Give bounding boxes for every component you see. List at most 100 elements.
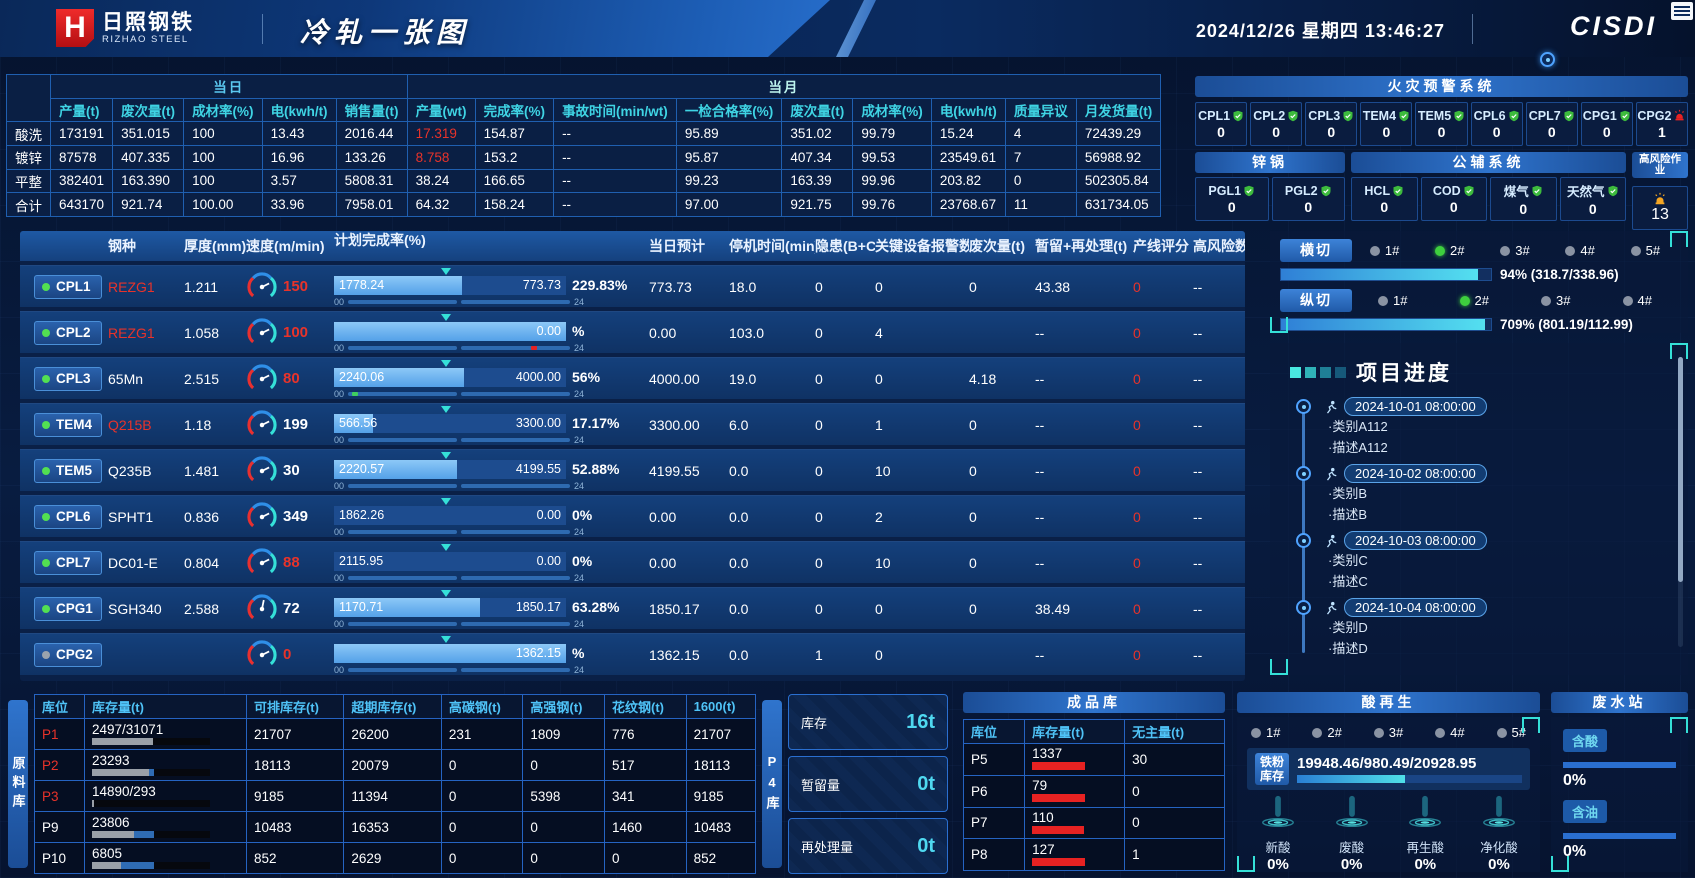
speed-gauge-icon (247, 593, 277, 619)
shield-ok-icon (1564, 110, 1574, 121)
app-header: H 日照钢铁 RIZHAO STEEL 冷轧一张图 2024/12/26 星期四… (0, 0, 1695, 57)
line-badge[interactable]: CPL3 (34, 366, 102, 391)
iron-powder-value: 19948.46/980.49/20928.95 (1297, 755, 1477, 772)
scrollbar[interactable] (1678, 357, 1683, 647)
fire-cell-cpl6: CPL6 0 (1470, 102, 1523, 146)
slit-cut-button[interactable]: 纵切 (1280, 289, 1352, 312)
line-row-cpl1[interactable]: CPL1 REZG1 1.211 150 1778.24 773.73 229.83… (20, 265, 1245, 307)
waste-oil-bar (1563, 833, 1676, 839)
progress-item: 2024-10-04 08:00:00 ·类别D ·描述D (1296, 598, 1674, 659)
group-today: 当日 (50, 74, 408, 99)
raw-row-p9: P9 23806 10483 16353 0 0 1460 10483 (34, 811, 757, 844)
p4-card-reprocess: 再处理量 0t (788, 818, 948, 874)
collapse-button[interactable] (1540, 52, 1555, 67)
line-badge[interactable]: CPL6 (34, 504, 102, 529)
line-badge[interactable]: CPL7 (34, 550, 102, 575)
line-row-cpl7[interactable]: CPL7 DC01-E 0.804 88 2115.95 0.00 0% 00 24 0… (20, 541, 1245, 583)
cut-unit-dot: 4# (1565, 243, 1595, 258)
line-badge[interactable]: TEM4 (34, 412, 102, 437)
progress-date[interactable]: 2024-10-02 08:00:00 (1344, 464, 1487, 483)
line-row-cpl2[interactable]: CPL2 REZG1 1.058 100 0.00% 00 24 0.00 103.… (20, 311, 1245, 353)
shield-ok-icon (1399, 110, 1409, 121)
time-marker (440, 267, 451, 275)
logo-cn: 日照钢铁 (102, 10, 194, 34)
time-marker (440, 313, 451, 321)
fire-cell-cpl3: CPL3 0 (1305, 102, 1358, 146)
p4-warehouse-tag: P4库 (762, 700, 782, 868)
line-row-tem4[interactable]: TEM4 Q215B 1.18 199 566.56 3300.00 17.17% 0… (20, 403, 1245, 445)
progress-date[interactable]: 2024-10-03 08:00:00 (1344, 531, 1487, 550)
status-dot (42, 466, 50, 475)
waste-acid-block: 含酸 0% (1563, 729, 1676, 790)
logo-h-icon: H (56, 9, 94, 47)
tank-vortex-icon (1409, 795, 1442, 828)
brand-logo: CISDI (1569, 11, 1657, 41)
line-row-cpl3[interactable]: CPL3 65Mn 2.515 80 2240.06 4000.00 56% 00 24… (20, 357, 1245, 399)
timeline-node-icon (1296, 600, 1311, 615)
raw-warehouse-tag: 原料库 (8, 700, 28, 868)
line-badge[interactable]: TEM5 (34, 458, 102, 483)
project-progress-panel: 项目进度 2024-10-01 08:00:00 ·类别A112 ·描述A112… (1270, 343, 1688, 675)
stock-bar (91, 737, 210, 745)
time-marker (440, 359, 451, 367)
cut-unit-dot: 2# (1435, 243, 1465, 258)
raw-row-p2: P2 23293 18113 20079 0 0 517 18113 (34, 749, 757, 782)
zinc-pot-title: 锌锅 (1195, 152, 1345, 173)
time-marker (440, 497, 451, 505)
fire-cell-hcl: HCL 0 (1351, 177, 1418, 221)
production-summary-table: 当日 当月 产量(t) 废次量(t) 成材率(%) 电(kwh/t) 销售量(t… (6, 73, 1162, 217)
progress-date[interactable]: 2024-10-04 08:00:00 (1344, 598, 1487, 617)
line-row-cpl6[interactable]: CPL6 SPHT1 0.836 349 1862.26 0.00 0% 00 24 0… (20, 495, 1245, 537)
plan-progress-bar: 1170.71 1850.17 (334, 597, 566, 617)
fire-cell-cpl7: CPL7 0 (1525, 102, 1578, 146)
cutting-panel: 横切 1# 2# 3# 4# 5# 94% (318.7/338.96) 纵切 … (1270, 231, 1688, 333)
page-title: 冷轧一张图 (300, 17, 471, 48)
line-badge[interactable]: CPG2 (34, 642, 102, 667)
raw-warehouse-table: 库位 库存量(t) 可排库存(t) 超期库存(t) 高碳钢(t) 高强钢(t) 花纹钢… (34, 693, 757, 874)
summary-row-duxin: 镀锌 87578 407.335 100 16.96 133.26 8.758 153… (6, 144, 1162, 170)
slit-cut-progress (1280, 318, 1492, 331)
time-marker (440, 589, 451, 597)
runner-icon (1326, 534, 1337, 548)
line-badge[interactable]: CPG1 (34, 596, 102, 621)
tank-vortex-icon (1483, 795, 1515, 828)
tank-waste-acid: 废酸 0% (1321, 794, 1383, 873)
time-marker (440, 543, 451, 551)
speed-gauge-icon (247, 271, 277, 297)
stock-bar (91, 830, 210, 838)
progress-desc: ·描述D (1328, 641, 1368, 656)
cut-unit-dot: 3# (1500, 243, 1530, 258)
shield-ok-icon (1288, 110, 1298, 121)
header-band-stripe (836, 0, 876, 57)
status-dot (42, 420, 50, 429)
waste-oil-block: 含油 0% (1563, 800, 1676, 861)
raw-row-p3: P3 14890/293 9185 11394 0 5398 341 9185 (34, 780, 757, 813)
scrollbar-thumb[interactable] (1678, 357, 1683, 582)
shield-ok-icon (1321, 185, 1331, 196)
line-badge[interactable]: CPL2 (34, 320, 102, 345)
progress-date[interactable]: 2024-10-01 08:00:00 (1344, 397, 1487, 416)
runner-icon (1326, 601, 1337, 615)
line-row-cpg2[interactable]: CPG2 0 1362.15% 00 24 1362.15 0.0 1 0 -- 0… (20, 633, 1245, 675)
progress-desc: ·描述A112 (1328, 440, 1388, 455)
progress-category: ·类别D (1328, 620, 1368, 635)
cut-unit-dot: 1# (1369, 243, 1399, 258)
line-badge[interactable]: CPL1 (34, 274, 102, 299)
stock-bar-red (1032, 825, 1084, 834)
tank-purified-acid: 净化酸 0% (1468, 794, 1530, 873)
finished-row-p8: P8 127 1 (962, 838, 1225, 871)
finished-row-p6: P6 79 0 (962, 774, 1225, 808)
cross-cut-progress (1280, 268, 1492, 281)
cut-unit-dot: 1# (1378, 293, 1407, 308)
line-row-tem5[interactable]: TEM5 Q235B 1.481 30 2220.57 4199.55 52.88%… (20, 449, 1245, 491)
company-logo: H 日照钢铁 RIZHAO STEEL (56, 9, 194, 47)
tank-new-acid: 新酸 0% (1247, 794, 1309, 873)
line-row-cpg1[interactable]: CPG1 SGH340 2.588 72 1170.71 1850.17 63.28… (20, 587, 1245, 629)
lines-header-row: 钢种 厚度(mm) 速度(m/min) 计划完成率(%) 当日预计 停机时间(m… (20, 231, 1245, 261)
acid-regen-title: 酸再生 (1237, 692, 1540, 713)
menu-icon[interactable] (1671, 2, 1693, 20)
raw-header-row: 库位 库存量(t) 可排库存(t) 超期库存(t) 高碳钢(t) 高强钢(t) 花纹钢… (34, 693, 757, 720)
cross-cut-button[interactable]: 横切 (1280, 239, 1352, 262)
summary-corner (6, 73, 51, 123)
